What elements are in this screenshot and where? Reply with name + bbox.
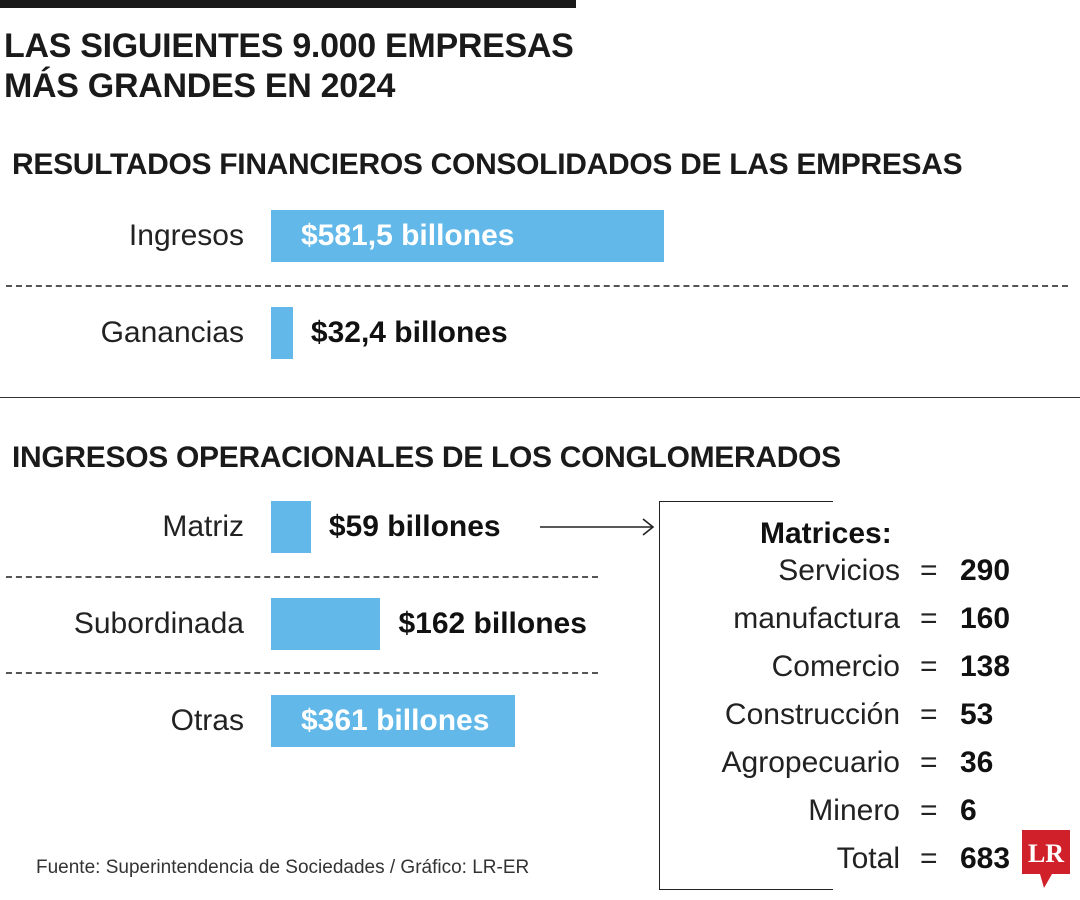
matrices-row-label: Comercio (771, 650, 900, 683)
matrices-row-label: Servicios (778, 554, 900, 587)
equals-sign: = (920, 554, 938, 587)
matrices-row-label: Agropecuario (721, 746, 900, 779)
equals-sign: = (920, 746, 938, 779)
matrices-row-label: Total (836, 842, 900, 875)
matrices-row-servicios: Servicios = 290 (640, 553, 1040, 593)
value-label-otras: $361 billones (301, 704, 490, 737)
category-label-ingresos: Ingresos (128, 219, 244, 252)
value-label-matriz: $59 billones (328, 510, 501, 543)
equals-sign: = (920, 602, 938, 635)
matrices-row-label: Minero (808, 794, 900, 827)
category-label-ganancias: Ganancias (100, 316, 244, 349)
matrices-row-minero: Minero = 6 (640, 793, 1040, 833)
divider-dashed (6, 576, 598, 578)
bar-ganancias (271, 307, 293, 359)
matrices-row-value: 6 (960, 794, 977, 827)
matrices-row-agropecuario: Agropecuario = 36 (640, 745, 1040, 785)
matrices-row-value: 290 (960, 554, 1011, 587)
logo-text: LR (1028, 839, 1064, 868)
matrices-row-label: Construcción (724, 698, 900, 731)
section-title-conglomerate-revenue: INGRESOS OPERACIONALES DE LOS CONGLOMERA… (12, 441, 841, 474)
bar-subordinada (271, 598, 381, 650)
equals-sign: = (920, 650, 938, 683)
matrices-row-value: 160 (960, 602, 1011, 635)
source-note: Fuente: Superintendencia de Sociedades /… (36, 857, 530, 878)
matrices-row-label: manufactura (733, 602, 900, 635)
top-bar (0, 0, 576, 8)
value-label-ganancias: $32,4 billones (310, 316, 508, 349)
divider-dashed (6, 672, 598, 674)
bar-matriz (271, 501, 311, 553)
equals-sign: = (920, 842, 938, 875)
matrices-bracket (659, 501, 833, 890)
matrices-row-total: Total = 683 (640, 841, 1040, 881)
equals-sign: = (920, 794, 938, 827)
value-label-ingresos: $581,5 billones (301, 219, 515, 252)
matrices-row-manufactura: manufactura = 160 (640, 601, 1040, 641)
right-arrow-icon (540, 518, 655, 536)
main-title: LAS SIGUIENTES 9.000 EMPRESAS MÁS GRANDE… (4, 26, 574, 106)
main-title-line-2: MÁS GRANDES EN 2024 (4, 67, 396, 105)
equals-sign: = (920, 698, 938, 731)
bar-otras (271, 695, 515, 747)
main-title-line-1: LAS SIGUIENTES 9.000 EMPRESAS (4, 27, 574, 65)
matrices-row-comercio: Comercio = 138 (640, 649, 1040, 689)
section-divider (0, 397, 1080, 398)
matrices-row-value: 36 (960, 746, 994, 779)
matrices-row-construccion: Construcción = 53 (640, 697, 1040, 737)
lr-logo-icon: LR (1022, 830, 1070, 888)
matrices-heading: Matrices: (760, 517, 892, 550)
divider-dashed (6, 285, 1068, 287)
matrices-row-value: 683 (960, 842, 1011, 875)
value-label-subordinada: $162 billones (398, 607, 587, 640)
category-label-subordinada: Subordinada (73, 607, 244, 640)
category-label-otras: Otras (170, 704, 244, 737)
section-title-financial-results: RESULTADOS FINANCIEROS CONSOLIDADOS DE L… (12, 148, 963, 181)
matrices-row-value: 138 (960, 650, 1011, 683)
bar-ingresos (271, 210, 664, 262)
category-label-matriz: Matriz (162, 510, 244, 543)
matrices-row-value: 53 (960, 698, 994, 731)
